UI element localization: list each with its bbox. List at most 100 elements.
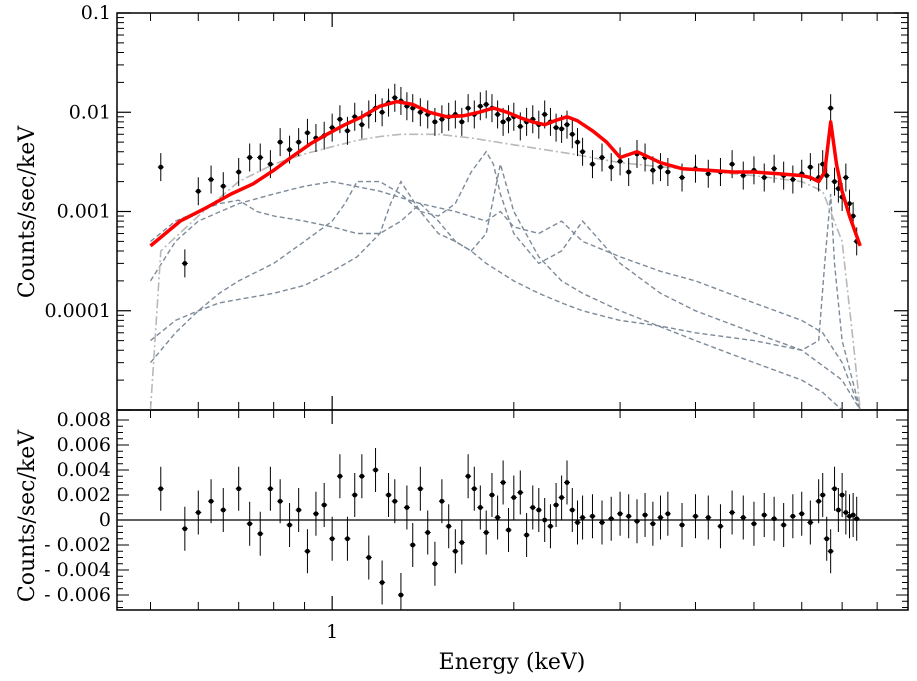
model-component-line-2 bbox=[149, 180, 861, 410]
top-y-tick-label: 0.01 bbox=[69, 101, 111, 123]
residual-point bbox=[835, 507, 841, 513]
data-point bbox=[465, 105, 471, 111]
residual-point bbox=[398, 592, 404, 598]
data-point bbox=[459, 119, 465, 125]
residual-point bbox=[404, 505, 410, 510]
residual-point bbox=[816, 498, 822, 504]
model-component-line-3 bbox=[150, 193, 861, 410]
residual-point bbox=[329, 536, 335, 542]
model-component-line-1 bbox=[150, 163, 861, 410]
residual-point bbox=[446, 523, 452, 529]
residual-point bbox=[580, 515, 585, 520]
data-point bbox=[439, 116, 445, 122]
residual-point bbox=[634, 518, 640, 524]
residual-point bbox=[820, 492, 826, 498]
x-tick-label: 1 bbox=[326, 621, 338, 643]
residual-point bbox=[296, 507, 302, 513]
residual-point bbox=[850, 512, 856, 518]
residual-point bbox=[267, 486, 273, 492]
residual-point bbox=[599, 520, 605, 525]
bottom-y-tick-label: 0.004 bbox=[57, 459, 111, 481]
data-point bbox=[329, 125, 335, 131]
residual-point bbox=[569, 507, 575, 513]
data-point bbox=[569, 131, 575, 137]
data-point bbox=[267, 161, 273, 167]
residual-point bbox=[790, 513, 796, 519]
data-point bbox=[483, 101, 489, 107]
data-point bbox=[495, 112, 501, 117]
residual-point bbox=[236, 486, 242, 492]
bottom-y-tick-label: 0.002 bbox=[57, 484, 111, 506]
top-y-axis-title: Counts/sec/keV bbox=[15, 125, 40, 298]
residual-point bbox=[392, 498, 398, 504]
residual-point bbox=[386, 492, 391, 498]
residual-point bbox=[761, 512, 767, 518]
top-y-tick-label: 0.001 bbox=[57, 201, 111, 223]
residual-point bbox=[305, 548, 310, 554]
residual-point bbox=[417, 486, 423, 492]
data-point bbox=[257, 155, 263, 160]
bottom-y-tick-label: - 0.002 bbox=[44, 534, 111, 556]
residual-point bbox=[410, 542, 416, 548]
residual-point bbox=[807, 520, 813, 525]
data-point bbox=[665, 169, 671, 175]
residual-point bbox=[771, 516, 777, 522]
data-point bbox=[379, 109, 385, 115]
data-point bbox=[410, 105, 416, 111]
data-point bbox=[392, 95, 398, 101]
residual-point bbox=[182, 526, 188, 532]
bottom-y-tick-label: 0.006 bbox=[57, 434, 111, 456]
data-point bbox=[305, 130, 310, 136]
residual-point bbox=[352, 492, 358, 498]
residual-point bbox=[321, 502, 327, 508]
residual-point bbox=[617, 511, 623, 517]
residual-point bbox=[379, 580, 385, 585]
bottom-y-tick-label: - 0.004 bbox=[44, 559, 111, 581]
data-point bbox=[182, 260, 188, 266]
residual-point bbox=[608, 516, 614, 522]
residual-point bbox=[495, 515, 501, 520]
residual-point bbox=[287, 522, 292, 528]
top-y-tick-label: 0.1 bbox=[81, 2, 111, 24]
residual-point bbox=[425, 530, 431, 535]
residual-point bbox=[489, 492, 495, 498]
residual-point bbox=[575, 520, 580, 525]
data-point bbox=[580, 149, 585, 155]
residual-point bbox=[313, 511, 319, 517]
residual-point bbox=[658, 515, 663, 520]
x-axis-title: Energy (keV) bbox=[439, 650, 586, 675]
bottom-y-tick-label: 0 bbox=[99, 509, 111, 531]
residual-point bbox=[220, 507, 226, 513]
data-point bbox=[208, 177, 214, 182]
residual-point bbox=[564, 480, 570, 485]
residual-point bbox=[705, 515, 711, 520]
residual-point bbox=[642, 512, 648, 518]
data-point bbox=[843, 175, 849, 180]
data-point bbox=[236, 169, 242, 175]
residual-point bbox=[542, 517, 548, 523]
data-point bbox=[432, 119, 438, 125]
residual-point bbox=[452, 548, 458, 554]
residual-point bbox=[729, 510, 735, 515]
residual-point bbox=[553, 502, 559, 508]
data-point bbox=[807, 164, 813, 170]
data-point bbox=[553, 125, 559, 131]
top-y-tick-label: 0.0001 bbox=[45, 300, 111, 322]
residual-point bbox=[471, 486, 477, 492]
spectrum-plot-area bbox=[149, 83, 862, 410]
residual-point bbox=[548, 523, 553, 529]
residual-point bbox=[500, 480, 506, 485]
residual-point bbox=[208, 498, 214, 504]
residual-point bbox=[626, 513, 632, 519]
residuals-panel: 1 0.008 0.006 0.004 0.002 0 - 0.002 - 0.004 - 0.… bbox=[44, 409, 909, 643]
residual-point bbox=[158, 486, 164, 492]
data-point bbox=[296, 139, 302, 145]
data-point bbox=[506, 116, 511, 122]
residual-point bbox=[650, 521, 656, 527]
data-point bbox=[517, 124, 523, 129]
residual-point bbox=[373, 467, 378, 473]
data-point bbox=[832, 179, 837, 185]
residual-point bbox=[590, 513, 595, 519]
bottom-y-tick-label: - 0.006 bbox=[44, 584, 111, 606]
